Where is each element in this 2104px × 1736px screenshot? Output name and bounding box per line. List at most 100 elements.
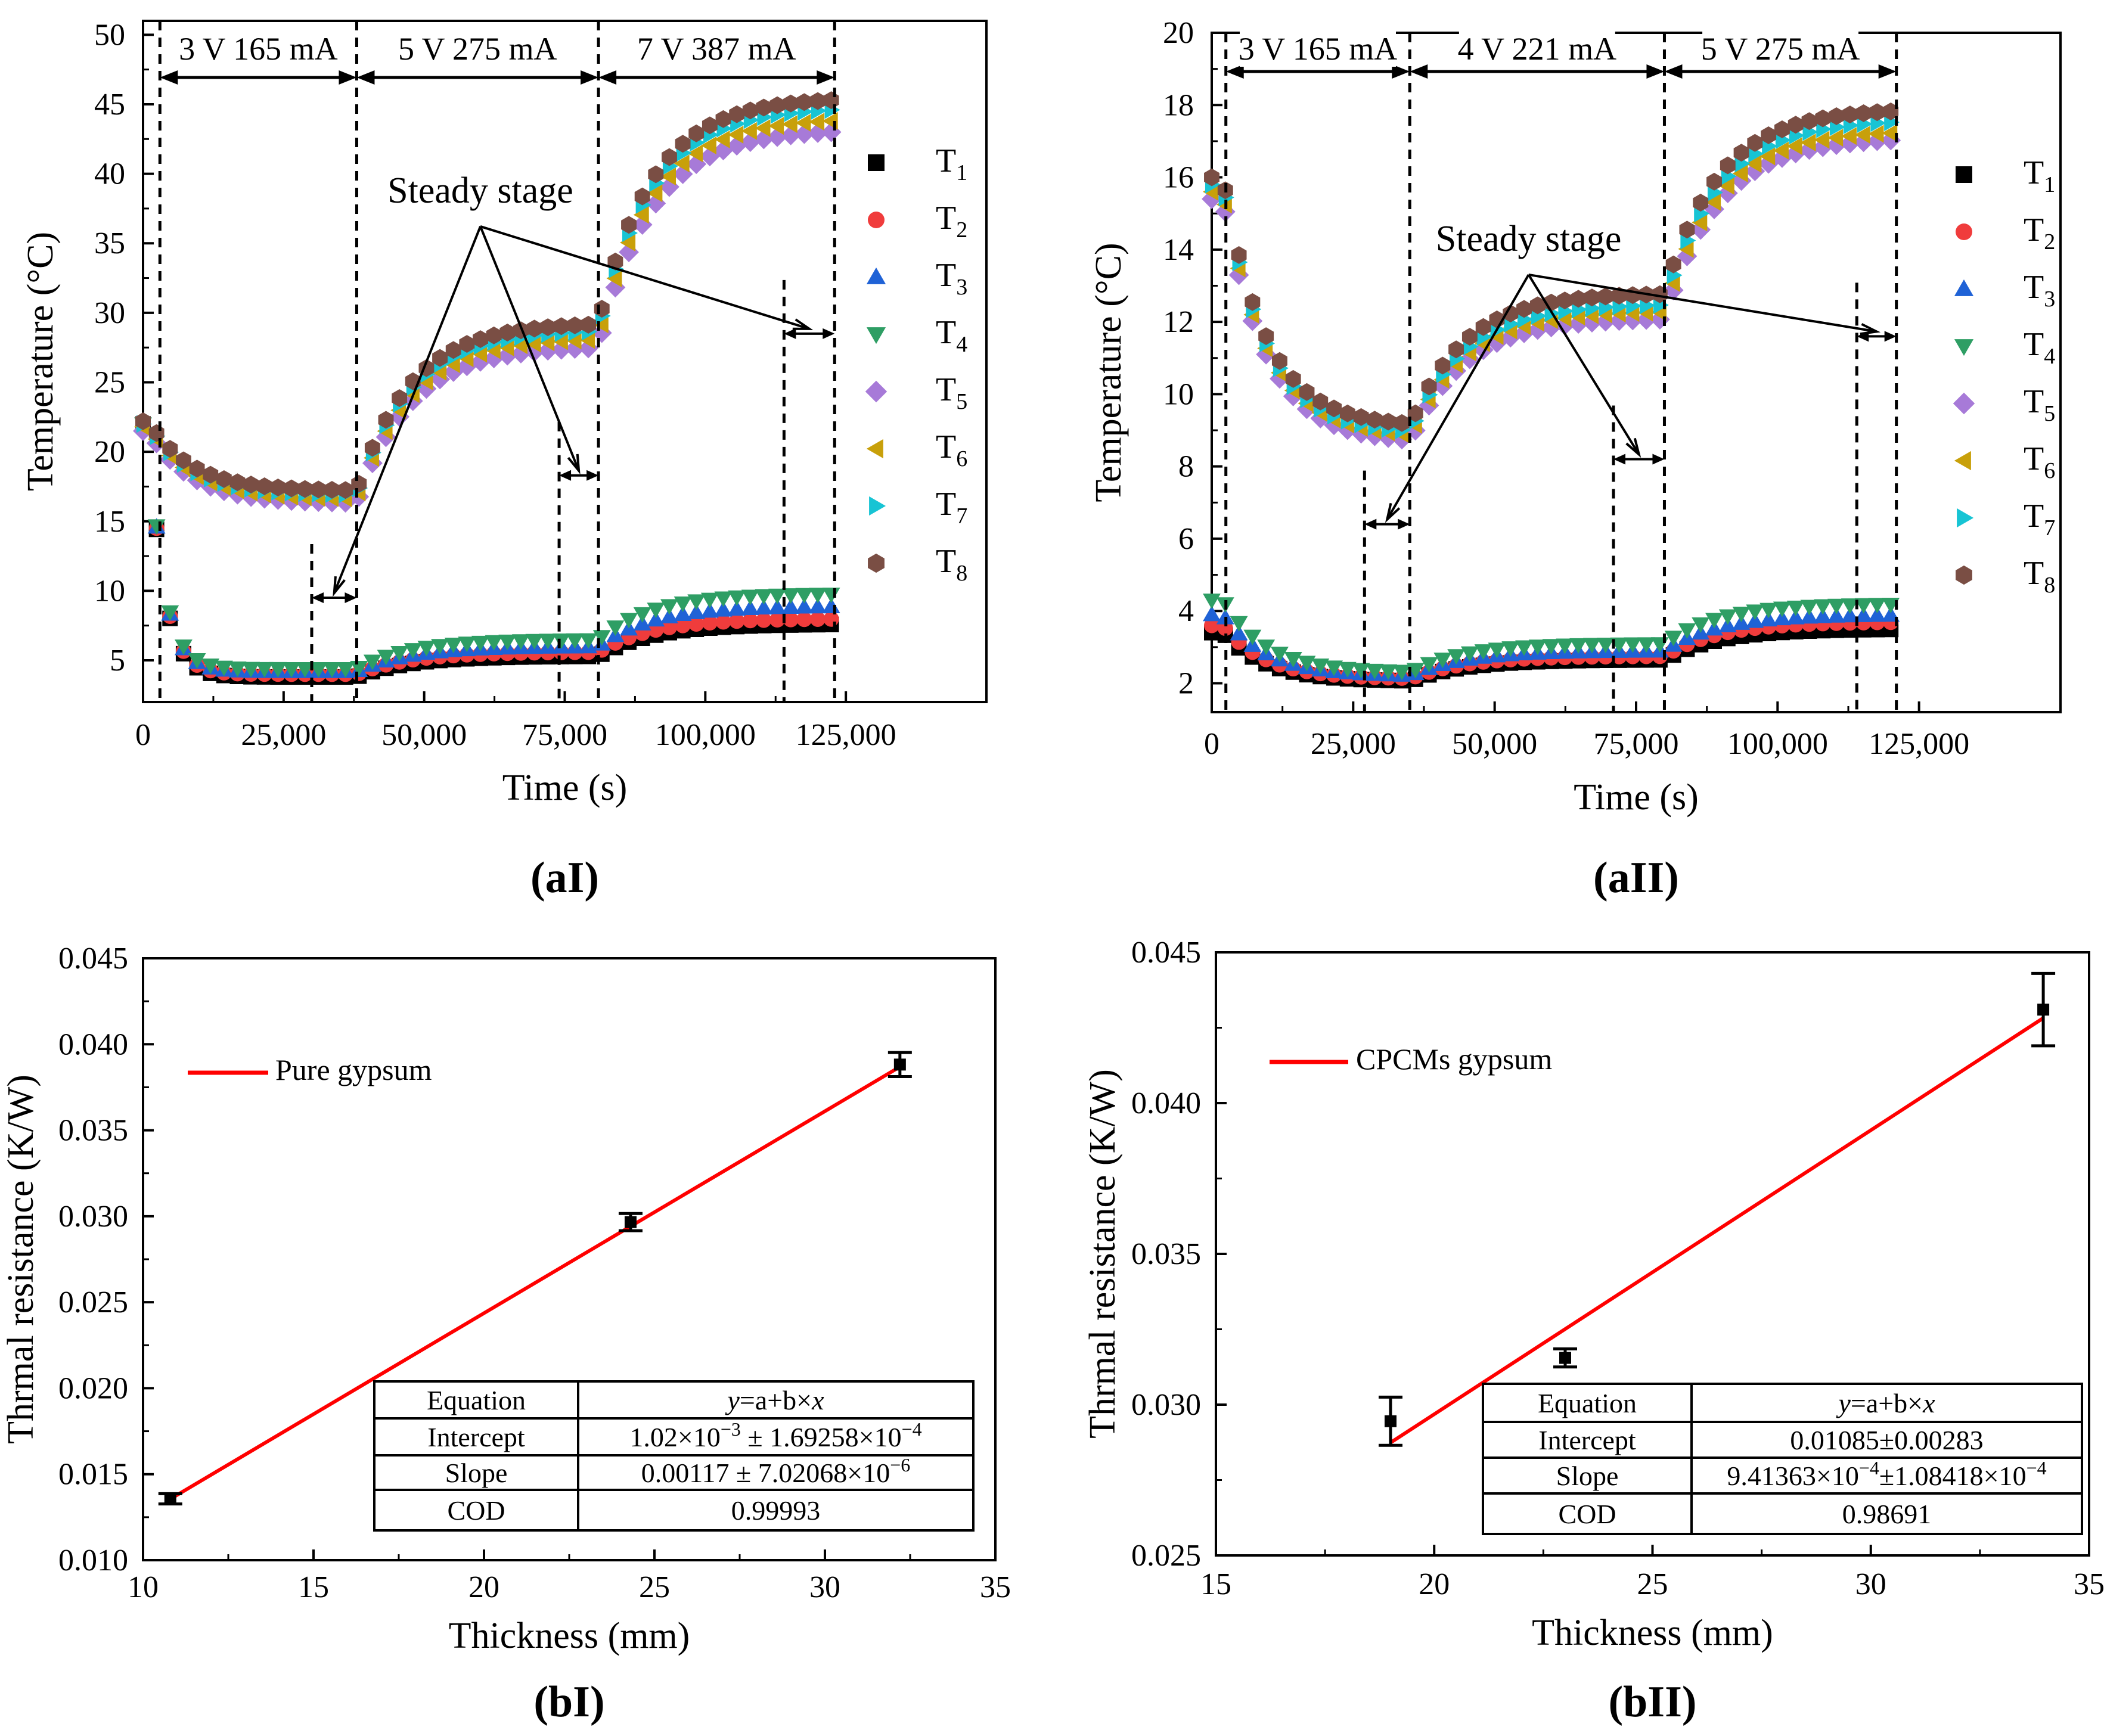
data-point-T8: [1529, 296, 1546, 315]
table-cell-segment: 0.98691: [1842, 1499, 1932, 1529]
data-point-T4: [1800, 600, 1818, 616]
stage-label: 7 V 387 mA: [637, 31, 796, 67]
x-tick-label: 15: [298, 1570, 329, 1604]
data-point-T6: [552, 332, 568, 350]
x-tick-label: 100,000: [1727, 727, 1828, 761]
y-tick-label: 50: [94, 18, 125, 52]
steady-pointer-line: [333, 226, 482, 594]
data-point-T8: [189, 459, 205, 478]
legend-marker-T8: [868, 553, 885, 573]
data-point: [624, 1216, 637, 1228]
data-point-T8: [256, 477, 272, 495]
steady-pointer-head: [1860, 323, 1881, 336]
y-tick-label: 0.030: [58, 1200, 128, 1234]
x-tick-label: 50,000: [1452, 727, 1537, 761]
panel-aII-temperature-chart: 0 25,000 50,000 75,000 100,000 125,000 2 4 6 8 10 1…: [1088, 16, 2062, 902]
data-point-T8: [1869, 103, 1885, 122]
table-cell-value: 0.00117 ± 7.02068×10−6: [641, 1454, 911, 1488]
y-tick-label: 20: [1163, 16, 1194, 50]
data-point-T5: [794, 123, 815, 144]
data-point-T5: [767, 126, 787, 147]
data-point-T4: [1243, 629, 1262, 645]
steady-span-head: [345, 592, 357, 604]
data-point-T4: [215, 660, 233, 676]
legend-label-T2: T2: [2024, 212, 2055, 254]
data-point-T8: [1815, 109, 1831, 128]
legend-marker-T3: [1954, 279, 1974, 296]
data-point-T4: [323, 662, 341, 678]
data-point-T8: [1326, 399, 1342, 418]
data-point-T4: [525, 633, 544, 650]
x-axis-title: Thickness (mm): [449, 1616, 690, 1656]
data-point-T4: [1773, 601, 1791, 617]
steady-span-head: [312, 592, 324, 604]
data-point-T2: [702, 615, 718, 631]
data-point-T4: [188, 653, 206, 669]
data-point-T5: [821, 122, 842, 142]
data-point-T4: [201, 658, 220, 674]
table-cell-value: y=a+b×x: [725, 1385, 824, 1415]
y-axis-title: Thrmal resistance (K/W): [1082, 1069, 1123, 1439]
x-axis-title: Time (s): [1574, 777, 1699, 818]
data-point-T4: [687, 594, 706, 610]
data-point-T4: [309, 662, 328, 678]
data-point-T4: [161, 605, 179, 621]
data-point-T8: [783, 94, 799, 113]
stage-arrow-head-right: [1646, 64, 1665, 79]
data-point-T3: [647, 611, 665, 627]
data-point-T6: [525, 334, 541, 353]
data-point-T4: [620, 613, 638, 629]
data-point-T4: [1746, 604, 1764, 620]
y-tick-label: 0.045: [1131, 936, 1201, 970]
data-point-T3: [795, 598, 814, 614]
table-cell-segment: x: [811, 1385, 824, 1415]
y-tick-label: 0.010: [58, 1544, 128, 1577]
data-point-T6: [781, 115, 797, 133]
table-cell-value: 9.41363×10−4±1.08418×10−4: [1727, 1457, 2046, 1491]
steady-span-head: [1613, 454, 1626, 465]
legend-marker-T1: [1956, 166, 1972, 183]
data-point-T8: [1774, 120, 1790, 138]
data-point-T8: [1801, 112, 1817, 131]
data-point-T8: [203, 465, 219, 484]
legend-label-T2: T2: [936, 200, 967, 243]
legend-marker-T4: [1954, 339, 1974, 356]
legend-label-base: T: [936, 543, 956, 580]
legend-label-subscript: 8: [2044, 573, 2055, 598]
x-tick-label: 10: [128, 1570, 159, 1604]
x-tick-label: 25,000: [241, 718, 326, 752]
steady-span-head: [784, 328, 796, 339]
data-point-T6: [795, 114, 811, 132]
series-T2: [135, 416, 839, 682]
series-T4: [1203, 593, 1900, 681]
data-point-T4: [728, 590, 746, 606]
stage-label-bg: [1458, 30, 1615, 67]
data-point-T6: [1827, 129, 1844, 147]
data-point-T6: [606, 269, 622, 287]
data-point-T3: [728, 600, 746, 616]
data-point-T6: [1814, 131, 1830, 149]
legend-label-base: T: [936, 428, 956, 465]
steady-pointer-head: [1385, 502, 1401, 523]
table-cell-segment: −3: [721, 1418, 741, 1440]
data-point-T4: [552, 633, 570, 650]
table-cell-segment: =a+b×: [740, 1385, 812, 1415]
y-tick-label: 8: [1178, 450, 1194, 484]
steady-stage-label: Steady stage: [387, 170, 573, 211]
legend-label-T5: T5: [936, 371, 967, 414]
x-tick-label: 15: [1200, 1567, 1231, 1601]
stage-label-bg: [180, 30, 337, 67]
panel-bI-thermal-resistance-chart: 10 15 20 25 30 35 0.010 0.015 0.020 0.025 0.030 0.0…: [1, 942, 1011, 1726]
steady-pointer-head: [333, 576, 346, 597]
legend-label-subscript: 8: [956, 561, 967, 586]
data-point: [893, 1058, 906, 1071]
stage-label-bg: [399, 30, 556, 67]
legend-label-subscript: 1: [2044, 172, 2055, 197]
y-tick-label: 5: [110, 644, 125, 678]
data-point-T6: [1718, 177, 1734, 195]
data-point-T8: [486, 326, 502, 344]
data-point-T4: [809, 588, 827, 604]
legend-marker-T3: [866, 267, 886, 284]
y-tick-label: 35: [94, 226, 125, 260]
